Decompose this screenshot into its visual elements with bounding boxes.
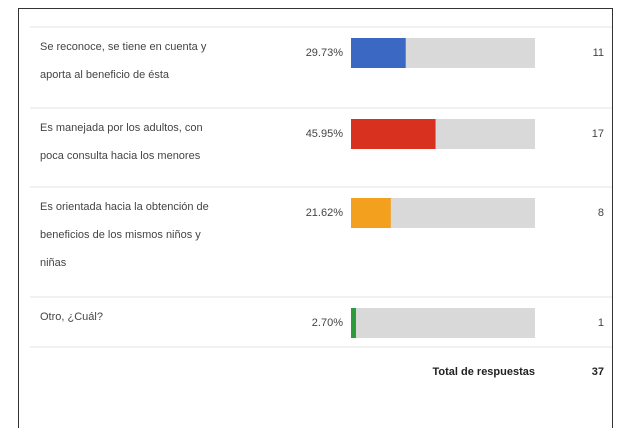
bar-track <box>351 308 535 338</box>
total: 37 <box>592 366 604 378</box>
option-label: poca consulta hacia los menores <box>40 150 201 162</box>
bar <box>351 308 356 338</box>
bar <box>351 38 406 68</box>
percent: 29.73% <box>306 47 344 59</box>
option-label: Otro, ¿Cuál? <box>40 311 103 323</box>
count: 8 <box>598 207 604 219</box>
total-label: Total de respuestas <box>433 366 536 378</box>
percent: 45.95% <box>306 128 344 140</box>
percent: 2.70% <box>312 317 343 329</box>
percent: 21.62% <box>306 207 344 219</box>
option-label: beneficios de los mismos niños y <box>40 229 201 241</box>
count: 17 <box>592 128 604 140</box>
option-label: Se reconoce, se tiene en cuenta y <box>40 41 207 53</box>
option-label: aporta al beneficio de ésta <box>40 69 170 81</box>
option-label: Es orientada hacia la obtención de <box>40 201 209 213</box>
bar <box>351 119 436 149</box>
count: 11 <box>593 47 604 59</box>
option-label: Es manejada por los adultos, con <box>40 122 203 134</box>
bar <box>351 198 391 228</box>
option-label: niñas <box>40 257 67 269</box>
count: 1 <box>598 317 604 329</box>
